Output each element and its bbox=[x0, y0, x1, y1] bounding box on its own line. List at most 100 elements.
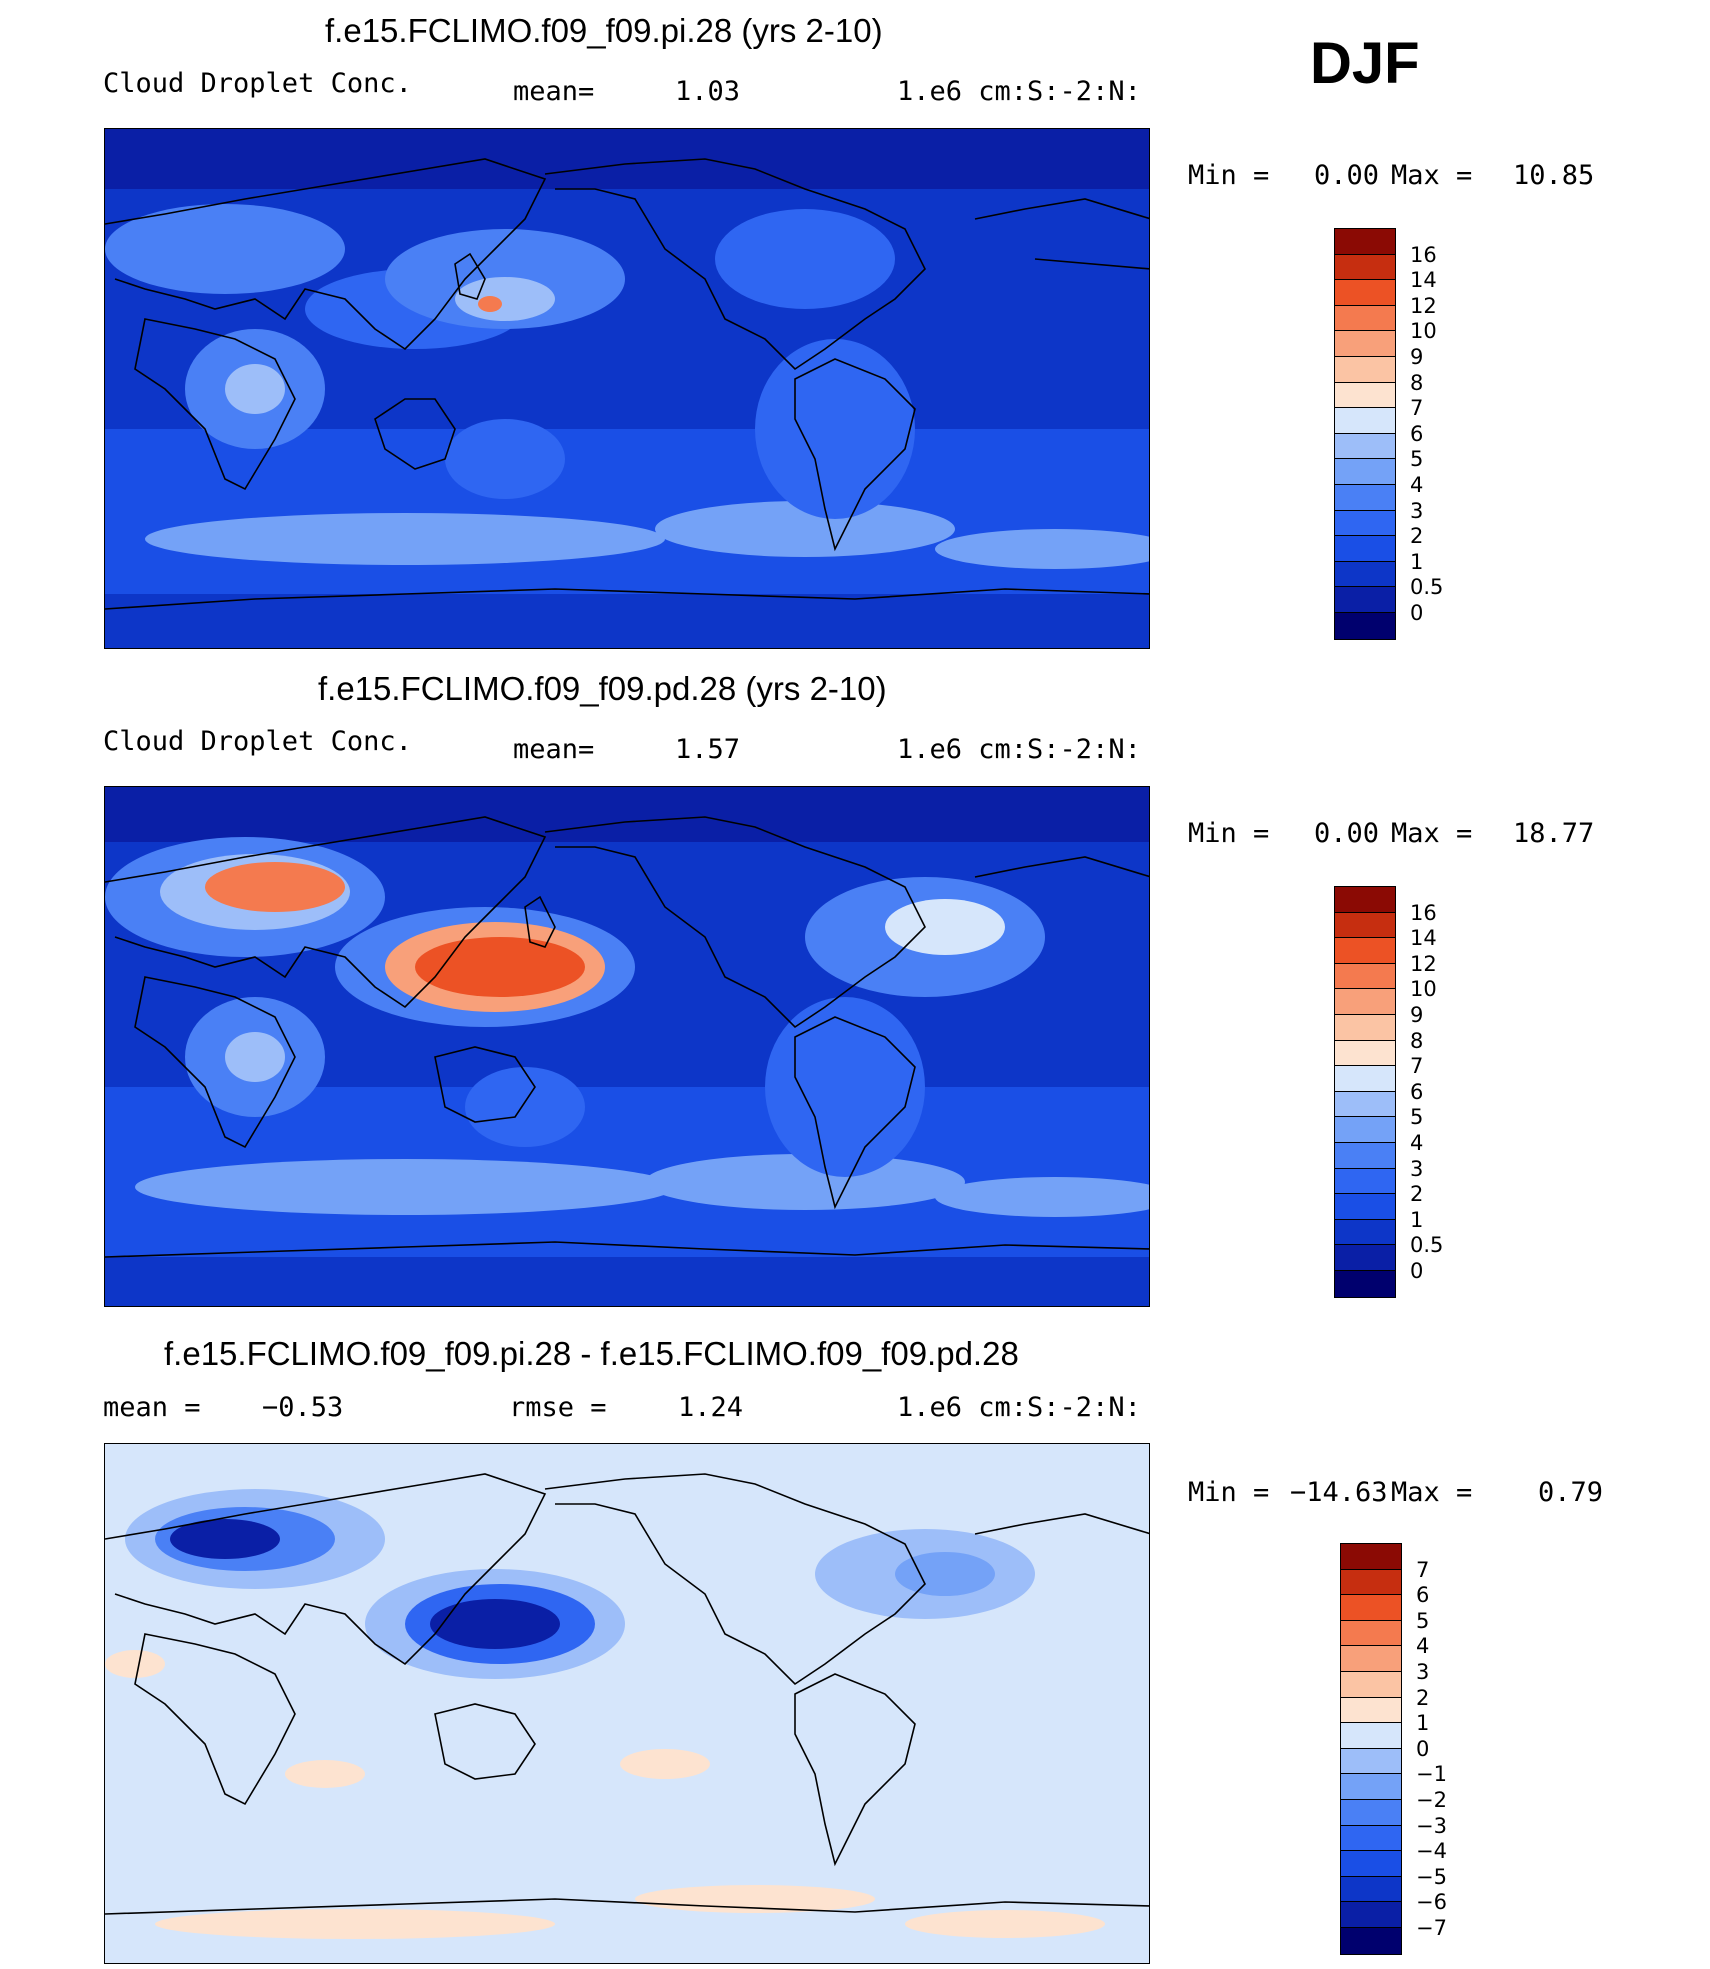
colorbar-swatch bbox=[1335, 887, 1395, 913]
colorbar-swatch bbox=[1335, 1040, 1395, 1067]
colorbar-tick-label: 4 bbox=[1416, 1634, 1430, 1659]
colorbar-swatch bbox=[1341, 1748, 1401, 1775]
colorbar-tick-label: 6 bbox=[1410, 421, 1424, 446]
colorbar-swatch bbox=[1335, 912, 1395, 939]
panel1-max-value: 10.85 bbox=[1513, 160, 1595, 191]
panel3-max-value: 0.79 bbox=[1538, 1477, 1604, 1508]
colorbar-swatch bbox=[1335, 938, 1395, 964]
colorbar-swatch bbox=[1335, 408, 1395, 434]
colorbar-swatch bbox=[1335, 510, 1395, 537]
panel1-map bbox=[104, 128, 1150, 649]
colorbar-swatch bbox=[1335, 1245, 1395, 1271]
colorbar-swatch bbox=[1335, 459, 1395, 485]
panel2-mean-value: 1.57 bbox=[675, 734, 741, 765]
panel3-rmse-value: 1.24 bbox=[678, 1392, 744, 1423]
panel2-min-value: 0.00 bbox=[1314, 818, 1380, 849]
colorbar-swatch bbox=[1335, 280, 1395, 306]
season-label: DJF bbox=[1310, 31, 1420, 96]
colorbar-swatch bbox=[1335, 989, 1395, 1015]
panel3-min-label: Min = bbox=[1188, 1477, 1270, 1508]
colorbar-swatch bbox=[1335, 536, 1395, 562]
colorbar-tick-label: 0 bbox=[1410, 601, 1424, 625]
colorbar-tick-label: −5 bbox=[1416, 1864, 1447, 1889]
colorbar-tick-label: −6 bbox=[1416, 1890, 1447, 1915]
colorbar-tick-label: 7 bbox=[1410, 396, 1424, 421]
colorbar-tick-label: 12 bbox=[1410, 951, 1437, 976]
colorbar-swatch bbox=[1341, 1927, 1401, 1954]
colorbar-swatch bbox=[1335, 1270, 1395, 1297]
panel1-map-svg bbox=[105, 129, 1149, 648]
panel3-mean-value: −0.53 bbox=[262, 1392, 344, 1423]
colorbar-swatch bbox=[1341, 1544, 1401, 1570]
colorbar-swatch bbox=[1335, 1014, 1395, 1041]
colorbar-tick-label: 0 bbox=[1410, 1259, 1424, 1283]
colorbar-tick-label: 1 bbox=[1416, 1711, 1430, 1736]
colorbar-swatch bbox=[1335, 1066, 1395, 1092]
panel1-min-label: Min = bbox=[1188, 160, 1270, 191]
colorbar-swatch bbox=[1335, 433, 1395, 460]
colorbar-tick-label: 10 bbox=[1410, 319, 1437, 344]
colorbar-swatch bbox=[1335, 356, 1395, 383]
colorbar-tick-label: 8 bbox=[1410, 1028, 1424, 1053]
colorbar-tick-label: 4 bbox=[1410, 473, 1424, 497]
panel3-max-label: Max = bbox=[1391, 1477, 1473, 1508]
colorbar-swatch bbox=[1335, 305, 1395, 332]
colorbar-swatch bbox=[1341, 1876, 1401, 1903]
colorbar-swatch bbox=[1335, 1219, 1395, 1246]
colorbar-tick-label: 5 bbox=[1410, 447, 1424, 472]
panel1-mean-value: 1.03 bbox=[675, 76, 741, 107]
colorbar-swatch bbox=[1335, 254, 1395, 281]
colorbar-tick-label: −1 bbox=[1416, 1762, 1447, 1787]
colorbar-tick-label: 8 bbox=[1410, 370, 1424, 395]
colorbar-tick-label: 9 bbox=[1410, 1003, 1424, 1027]
panel1-mean-label: mean= bbox=[513, 76, 595, 107]
panel3-rmse-label: rmse = bbox=[509, 1392, 607, 1423]
colorbar-swatch bbox=[1341, 1851, 1401, 1877]
colorbar-tick-label: 4 bbox=[1410, 1131, 1424, 1155]
colorbar-frame bbox=[1334, 228, 1396, 640]
colorbar-swatch bbox=[1341, 1620, 1401, 1647]
panel2-colorbar: 16 14 12 10 9 8 7 6 5 4 3 2 1 0.5 0 bbox=[1334, 886, 1443, 1298]
colorbar-swatch bbox=[1335, 561, 1395, 588]
colorbar-swatch bbox=[1335, 229, 1395, 255]
panel3-min-value: −14.63 bbox=[1290, 1477, 1388, 1508]
panel1-variable-label: Cloud Droplet Conc. bbox=[103, 68, 412, 99]
colorbar-tick-label: 7 bbox=[1416, 1557, 1430, 1582]
colorbar-swatch bbox=[1335, 1194, 1395, 1220]
panel3-map-svg bbox=[105, 1444, 1149, 1963]
panel1-units: 1.e6 cm:S:-2:N: bbox=[897, 76, 1141, 107]
panel1-min-value: 0.00 bbox=[1314, 160, 1380, 191]
colorbar-swatch bbox=[1341, 1902, 1401, 1928]
colorbar-tick-label: 16 bbox=[1410, 900, 1437, 925]
panel2-map bbox=[104, 786, 1150, 1307]
colorbar-tick-label: 3 bbox=[1416, 1660, 1430, 1684]
colorbar-tick-label: 2 bbox=[1416, 1685, 1430, 1710]
colorbar-swatch bbox=[1341, 1595, 1401, 1621]
panel2-max-value: 18.77 bbox=[1513, 818, 1595, 849]
colorbar-swatch bbox=[1341, 1825, 1401, 1852]
panel2-units: 1.e6 cm:S:-2:N: bbox=[897, 734, 1141, 765]
colorbar-tick-label: 2 bbox=[1410, 1182, 1424, 1207]
colorbar-tick-label: 0.5 bbox=[1410, 575, 1444, 600]
colorbar-tick-label: −2 bbox=[1416, 1788, 1447, 1812]
colorbar-tick-label: 10 bbox=[1410, 977, 1437, 1002]
panel3-title: f.e15.FCLIMO.f09_f09.pi.28 - f.e15.FCLIM… bbox=[164, 1335, 1019, 1372]
colorbar-tick-label: 3 bbox=[1410, 1156, 1424, 1181]
colorbar-tick-label: −4 bbox=[1416, 1839, 1447, 1864]
colorbar-tick-label: 14 bbox=[1410, 268, 1437, 293]
colorbar-tick-label: 0.5 bbox=[1410, 1233, 1444, 1258]
panel2-map-svg bbox=[105, 787, 1149, 1306]
colorbar-swatch bbox=[1335, 963, 1395, 990]
colorbar-swatch bbox=[1341, 1799, 1401, 1826]
colorbar-swatch bbox=[1335, 331, 1395, 357]
colorbar-tick-label: 5 bbox=[1416, 1608, 1430, 1633]
colorbar-swatch bbox=[1335, 612, 1395, 639]
panel1-max-label: Max = bbox=[1391, 160, 1473, 191]
colorbar-swatch bbox=[1335, 587, 1395, 613]
colorbar-tick-label: 1 bbox=[1410, 1207, 1424, 1232]
colorbar-tick-label: −7 bbox=[1416, 1916, 1447, 1940]
colorbar-tick-label: 12 bbox=[1410, 293, 1437, 318]
colorbar-swatch bbox=[1335, 1142, 1395, 1169]
panel2-mean-label: mean= bbox=[513, 734, 595, 765]
colorbar-tick-label: 16 bbox=[1410, 242, 1437, 267]
